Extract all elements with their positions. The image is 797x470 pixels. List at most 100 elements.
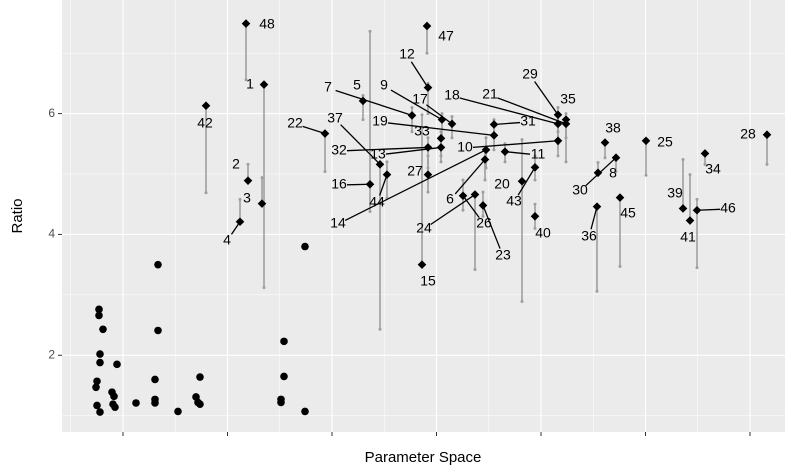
point: [423, 143, 433, 152]
point: [196, 400, 204, 409]
y-tick-label: 6: [48, 106, 55, 120]
point-label: 6: [446, 191, 454, 207]
point: [96, 350, 104, 358]
error-bar-end: [238, 197, 242, 201]
leader-line: [493, 121, 521, 126]
point: [201, 101, 211, 111]
point: [95, 305, 103, 314]
error-bar-end: [681, 158, 685, 162]
point: [592, 202, 602, 211]
point: [489, 120, 499, 129]
point: [561, 115, 571, 124]
point-label: 36: [581, 228, 597, 244]
point: [700, 149, 710, 158]
point: [154, 260, 162, 269]
point: [277, 398, 285, 407]
point-label: 45: [620, 205, 636, 221]
point-label: 19: [372, 113, 388, 129]
point-label: 44: [369, 194, 385, 210]
error-bar-end: [461, 178, 465, 182]
leader-line: [340, 124, 381, 165]
error-bar-end: [703, 162, 707, 166]
error-bar-end: [378, 327, 382, 331]
point: [423, 83, 433, 92]
x-axis-title: Parameter Space: [365, 449, 482, 466]
point: [437, 115, 447, 124]
error-bar-end: [361, 93, 365, 97]
error-bar-end: [556, 130, 560, 134]
point-label: 3: [243, 190, 251, 206]
error-bar-end: [556, 154, 560, 158]
error-bar-end: [520, 299, 524, 303]
error-bar-end: [244, 78, 248, 82]
point-label: 8: [609, 165, 617, 181]
error-bar-end: [520, 138, 524, 142]
error-bar-end: [246, 162, 250, 166]
point: [99, 325, 107, 334]
point-label: 34: [705, 161, 721, 177]
point: [530, 163, 540, 172]
point: [517, 176, 527, 186]
y-tick-label: 2: [48, 347, 55, 361]
error-bar-end: [695, 197, 699, 201]
error-bar-end: [262, 286, 266, 290]
leader-line: [385, 146, 442, 155]
point-label: 42: [197, 115, 213, 131]
y-tick-label: 4: [48, 227, 55, 241]
point-label: 39: [667, 185, 683, 201]
leader-line: [462, 195, 480, 218]
point-label: 1: [246, 76, 254, 92]
point-label: 23: [495, 247, 511, 263]
point: [111, 403, 119, 412]
error-bar-end: [614, 170, 618, 174]
point: [407, 111, 417, 120]
leader-line: [387, 122, 495, 136]
point: [132, 399, 140, 407]
point: [553, 119, 563, 129]
point-label: 29: [522, 66, 538, 82]
error-bar-end: [450, 115, 454, 119]
error-bar-end: [483, 178, 487, 182]
point: [235, 217, 245, 227]
point-label: 30: [572, 182, 588, 198]
point-label: 15: [420, 273, 436, 289]
point: [480, 155, 490, 164]
point: [641, 136, 651, 146]
error-bar-end: [481, 190, 485, 194]
point-label: 26: [476, 215, 492, 231]
point-label: 14: [330, 215, 346, 231]
point: [600, 138, 610, 147]
point-label: 28: [740, 126, 756, 142]
leader-line: [410, 61, 429, 88]
point-label: 2: [232, 156, 240, 172]
error-bar-end: [503, 160, 507, 164]
error-bar-end: [323, 170, 327, 174]
point: [423, 170, 433, 179]
point: [553, 110, 563, 120]
error-bar-end: [695, 266, 699, 270]
point-label: 17: [412, 91, 428, 107]
error-bar-end: [204, 191, 208, 195]
point: [110, 392, 118, 401]
error-bar-end: [533, 226, 537, 230]
point: [489, 131, 499, 140]
error-bar-end: [603, 156, 607, 160]
point-label: 38: [605, 120, 621, 136]
point: [280, 372, 288, 381]
point-label: 5: [353, 77, 361, 93]
point: [93, 377, 101, 386]
point: [151, 375, 159, 384]
leader-line: [590, 206, 598, 230]
point-label: 10: [457, 139, 473, 155]
error-bar-end: [484, 166, 488, 170]
point: [174, 407, 182, 416]
point-label: 13: [370, 146, 386, 162]
point-label: 35: [560, 91, 576, 107]
point: [382, 170, 392, 179]
leader-line: [430, 194, 476, 226]
point: [93, 401, 101, 410]
point: [365, 179, 375, 189]
error-bar-end: [481, 214, 485, 218]
point: [95, 311, 103, 320]
